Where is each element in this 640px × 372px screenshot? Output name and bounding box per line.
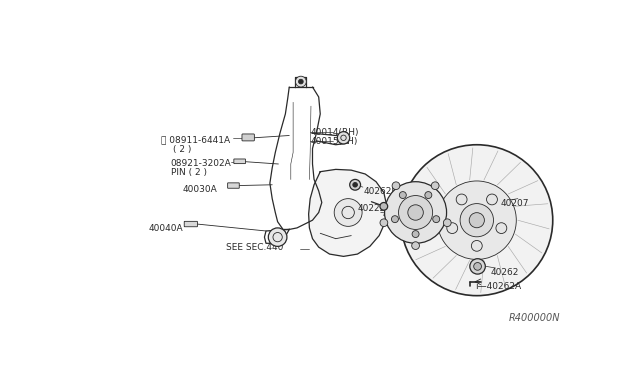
Circle shape bbox=[392, 216, 399, 222]
Circle shape bbox=[472, 240, 482, 251]
Text: 40040A: 40040A bbox=[148, 224, 183, 233]
Circle shape bbox=[496, 223, 507, 234]
Text: 40262N: 40262N bbox=[364, 187, 399, 196]
Text: 40014(RH): 40014(RH) bbox=[311, 128, 360, 137]
Text: SEE SEC.440: SEE SEC.440 bbox=[226, 243, 283, 252]
Circle shape bbox=[431, 182, 439, 190]
Text: 08921-3202A: 08921-3202A bbox=[171, 158, 232, 168]
Circle shape bbox=[460, 203, 493, 237]
Circle shape bbox=[296, 76, 307, 87]
Circle shape bbox=[412, 242, 419, 250]
Circle shape bbox=[380, 219, 388, 227]
Circle shape bbox=[399, 192, 406, 199]
Circle shape bbox=[349, 179, 360, 190]
Circle shape bbox=[380, 202, 388, 210]
Circle shape bbox=[456, 194, 467, 205]
Circle shape bbox=[353, 183, 358, 187]
FancyBboxPatch shape bbox=[234, 159, 246, 164]
Circle shape bbox=[298, 79, 303, 84]
Text: i—40262A: i—40262A bbox=[476, 282, 522, 291]
Circle shape bbox=[399, 196, 433, 230]
Circle shape bbox=[412, 231, 419, 238]
Circle shape bbox=[268, 228, 287, 246]
Text: 40202: 40202 bbox=[382, 210, 411, 219]
Circle shape bbox=[337, 132, 349, 144]
Text: 40015(LH): 40015(LH) bbox=[311, 137, 358, 146]
Text: PIN ( 2 ): PIN ( 2 ) bbox=[171, 168, 207, 177]
Polygon shape bbox=[308, 169, 387, 256]
Text: Ⓝ 08911-6441A: Ⓝ 08911-6441A bbox=[161, 135, 230, 144]
Circle shape bbox=[425, 192, 432, 199]
Text: ( 2 ): ( 2 ) bbox=[173, 145, 191, 154]
Circle shape bbox=[385, 182, 447, 243]
FancyBboxPatch shape bbox=[242, 134, 254, 141]
Circle shape bbox=[408, 205, 423, 220]
Circle shape bbox=[486, 194, 497, 205]
Circle shape bbox=[474, 263, 481, 270]
Circle shape bbox=[392, 182, 400, 190]
Circle shape bbox=[469, 213, 484, 228]
Circle shape bbox=[401, 145, 553, 296]
Text: 40030A: 40030A bbox=[182, 185, 217, 194]
FancyBboxPatch shape bbox=[228, 183, 239, 188]
Text: 40262: 40262 bbox=[491, 268, 519, 277]
Circle shape bbox=[437, 181, 516, 259]
Circle shape bbox=[433, 216, 440, 222]
Circle shape bbox=[447, 223, 458, 234]
FancyBboxPatch shape bbox=[184, 221, 197, 227]
Text: 40207: 40207 bbox=[501, 199, 529, 208]
Circle shape bbox=[444, 219, 451, 227]
Text: 40222: 40222 bbox=[358, 204, 386, 213]
Circle shape bbox=[470, 259, 485, 274]
Text: R400000N: R400000N bbox=[509, 313, 561, 323]
Circle shape bbox=[334, 199, 362, 226]
